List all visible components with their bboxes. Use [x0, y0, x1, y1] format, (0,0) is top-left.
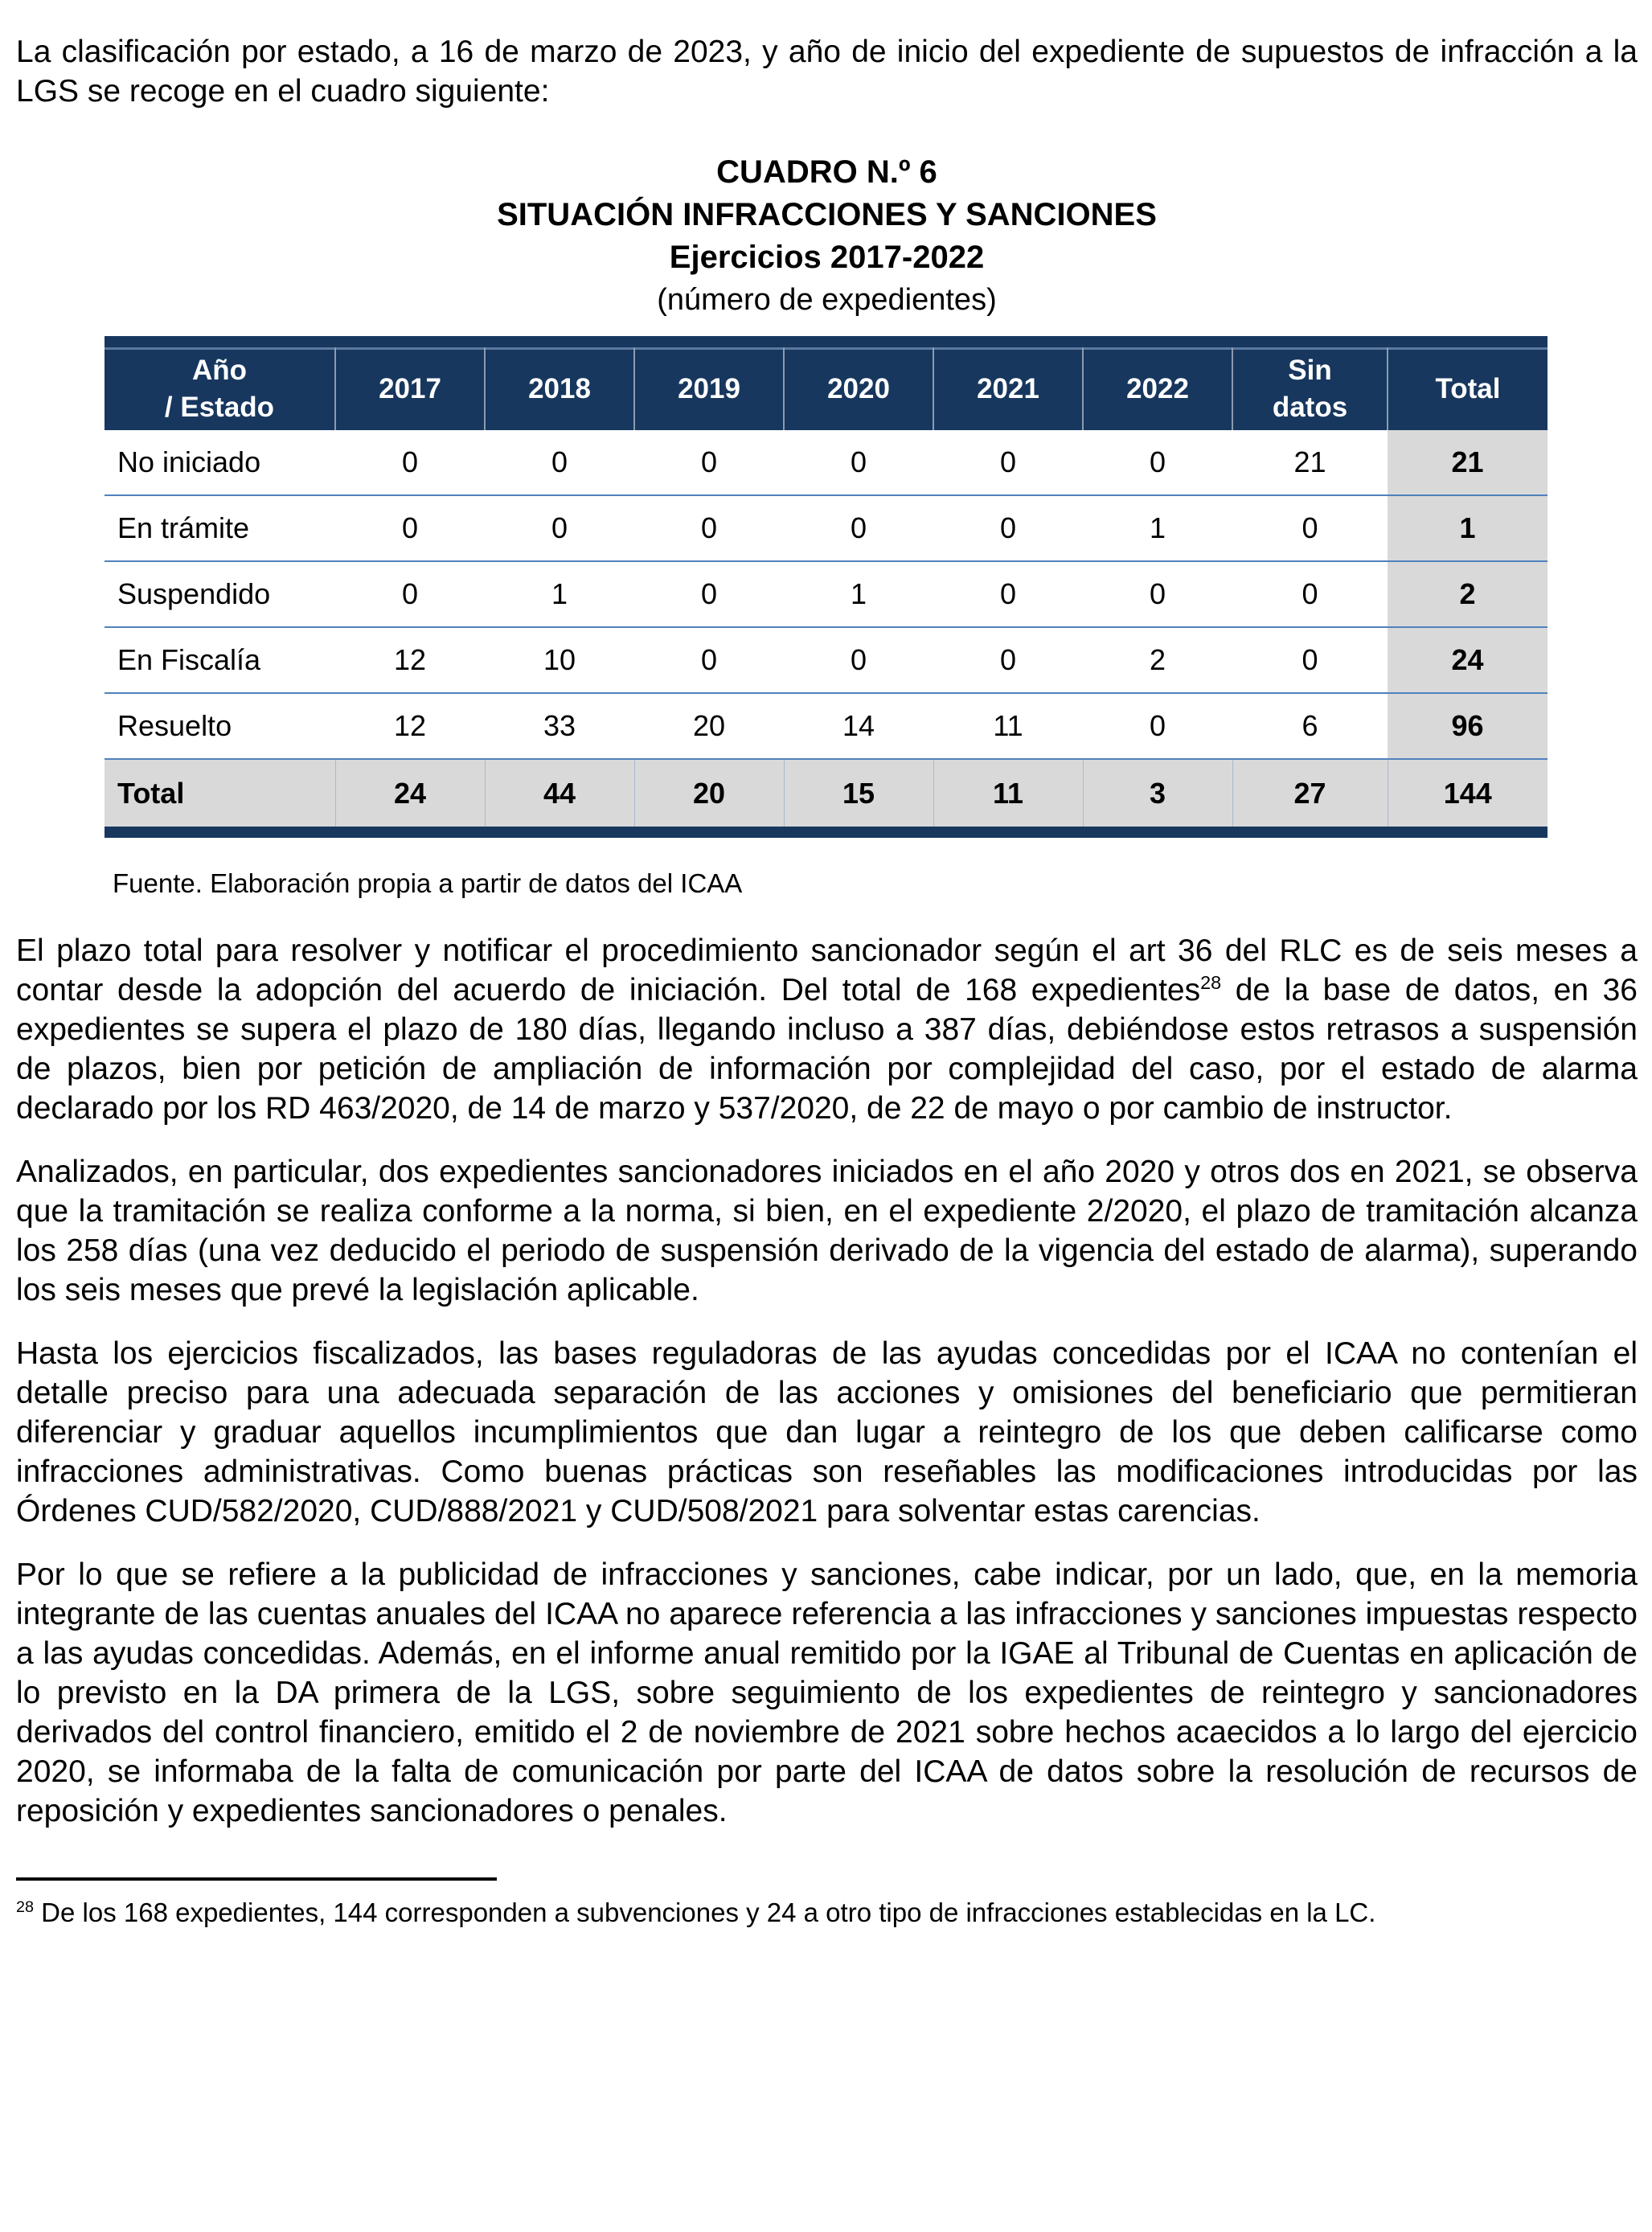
footnote-ref-28: 28 — [1200, 972, 1222, 993]
paragraph-bases-reguladoras: Hasta los ejercicios fiscalizados, las b… — [16, 1336, 1638, 1528]
table-cell: 20 — [633, 758, 784, 832]
intro-paragraph: La clasificación por estado, a 16 de mar… — [16, 35, 1638, 109]
table-cell: 12 — [335, 692, 485, 759]
table-cell: 24 — [334, 758, 485, 832]
table-cell: 6 — [1232, 692, 1388, 759]
paragraph-plazo: El plazo total para resolver y notificar… — [16, 931, 1638, 1128]
table-row-no-iniciado: No iniciado 0 0 0 0 0 0 21 21 — [105, 430, 1547, 495]
row-total-cell: 96 — [1388, 692, 1547, 759]
table-cell: 0 — [634, 626, 784, 693]
footnote-marker: 28 — [16, 1898, 35, 1916]
table-cell: 20 — [634, 692, 784, 759]
table-cell: 2 — [1083, 626, 1232, 693]
col-header-sin-datos: Sin datos — [1232, 342, 1388, 430]
table-row-en-tramite: En trámite 0 0 0 0 0 1 0 1 — [105, 494, 1547, 561]
table-cell: 1 — [1083, 494, 1232, 561]
table-cell: 0 — [335, 560, 485, 627]
table-cell: 0 — [933, 494, 1083, 561]
col-header-2022: 2022 — [1082, 342, 1232, 430]
table-row-en-fiscalia: En Fiscalía 12 10 0 0 0 2 0 24 — [105, 626, 1547, 693]
table-cell: 0 — [634, 494, 784, 561]
table-cell: 3 — [1082, 758, 1232, 832]
row-total-cell: 1 — [1388, 494, 1547, 561]
table-cell: 15 — [783, 758, 933, 832]
table-cell: 0 — [933, 626, 1083, 693]
paragraph-publicidad: Por lo que se refiere a la publicidad de… — [16, 1557, 1638, 1828]
table-cell: 0 — [850, 445, 867, 478]
cuadro-number-line: CUADRO N.º 6 — [716, 154, 937, 190]
row-total-cell: 2 — [1388, 560, 1547, 627]
col-header-2019: 2019 — [633, 342, 784, 430]
infractions-status-table: Año / Estado 2017 2018 2019 2020 2021 20… — [105, 336, 1547, 838]
table-cell: 11 — [933, 692, 1083, 759]
table-total-row: Total 24 44 20 15 11 3 27 144 — [105, 758, 1547, 832]
col-header-2021: 2021 — [933, 342, 1083, 430]
footnote-28: 28 De los 168 expedientes, 144 correspon… — [16, 1895, 1638, 1930]
table-cell: 1 — [485, 560, 634, 627]
table-header-row: Año / Estado 2017 2018 2019 2020 2021 20… — [105, 342, 1547, 430]
table-cell: 14 — [784, 692, 933, 759]
table-cell: 0 — [551, 445, 568, 478]
row-label: En Fiscalía — [105, 626, 335, 693]
table-cell: 0 — [1232, 626, 1388, 693]
table-cell: 44 — [484, 758, 634, 832]
footnote-text: De los 168 expedientes, 144 corresponden… — [34, 1898, 1376, 1927]
table-cell: 0 — [1083, 560, 1232, 627]
paragraph-analizados: Analizados, en particular, dos expedient… — [16, 1155, 1638, 1307]
ejercicios-line: Ejercicios 2017-2022 — [669, 240, 985, 275]
col-header-total: Total — [1387, 342, 1547, 430]
table-cell: 0 — [933, 560, 1083, 627]
table-cell: 21 — [1293, 445, 1326, 478]
table-cell: 0 — [335, 494, 485, 561]
table-name-line: SITUACIÓN INFRACCIONES Y SANCIONES — [497, 197, 1157, 232]
table-cell: 0 — [1232, 494, 1388, 561]
row-total-cell: 21 — [1388, 430, 1547, 495]
table-cell: 0 — [1083, 692, 1232, 759]
paragraph-plazo-text-a: El plazo total para resolver y notificar… — [16, 933, 1638, 1007]
table-title-block: CUADRO N.º 6 SITUACIÓN INFRACCIONES Y SA… — [16, 151, 1638, 322]
row-label: No iniciado — [117, 445, 261, 478]
table-row-resuelto: Resuelto 12 33 20 14 11 0 6 96 — [105, 692, 1547, 759]
table-row-suspendido: Suspendido 0 1 0 1 0 0 0 2 — [105, 560, 1547, 627]
table-cell: 10 — [485, 626, 634, 693]
row-label: En trámite — [105, 494, 335, 561]
table-cell: 0 — [999, 445, 1017, 478]
table-cell: 0 — [1149, 445, 1166, 478]
table-cell: 0 — [784, 626, 933, 693]
table-source: Fuente. Elaboración propia a partir de d… — [113, 868, 743, 898]
col-header-2020: 2020 — [783, 342, 933, 430]
paragraph-plazo-text-b: de la base de datos, en 36 expedientes s… — [16, 973, 1638, 1126]
table-cell: 0 — [634, 560, 784, 627]
col-header-2017: 2017 — [334, 342, 485, 430]
col-header-2018: 2018 — [484, 342, 634, 430]
col-header-ano-estado: Año / Estado — [105, 342, 335, 430]
row-label: Suspendido — [105, 560, 335, 627]
grand-total-cell: 144 — [1387, 758, 1547, 832]
row-label: Total — [105, 758, 335, 832]
table-cell: 0 — [401, 445, 419, 478]
table-cell: 1 — [784, 560, 933, 627]
row-total-cell: 24 — [1388, 626, 1547, 693]
table-cell: 11 — [933, 758, 1083, 832]
unit-note-line: (número de expedientes) — [657, 283, 997, 317]
footnote-separator — [16, 1877, 497, 1881]
table-cell: 0 — [485, 494, 634, 561]
table-cell: 12 — [335, 626, 485, 693]
table-cell: 0 — [1232, 560, 1388, 627]
table-cell: 33 — [485, 692, 634, 759]
table-cell: 0 — [700, 445, 718, 478]
table-cell: 27 — [1232, 758, 1388, 832]
table-cell: 0 — [784, 494, 933, 561]
row-label: Resuelto — [105, 692, 335, 759]
